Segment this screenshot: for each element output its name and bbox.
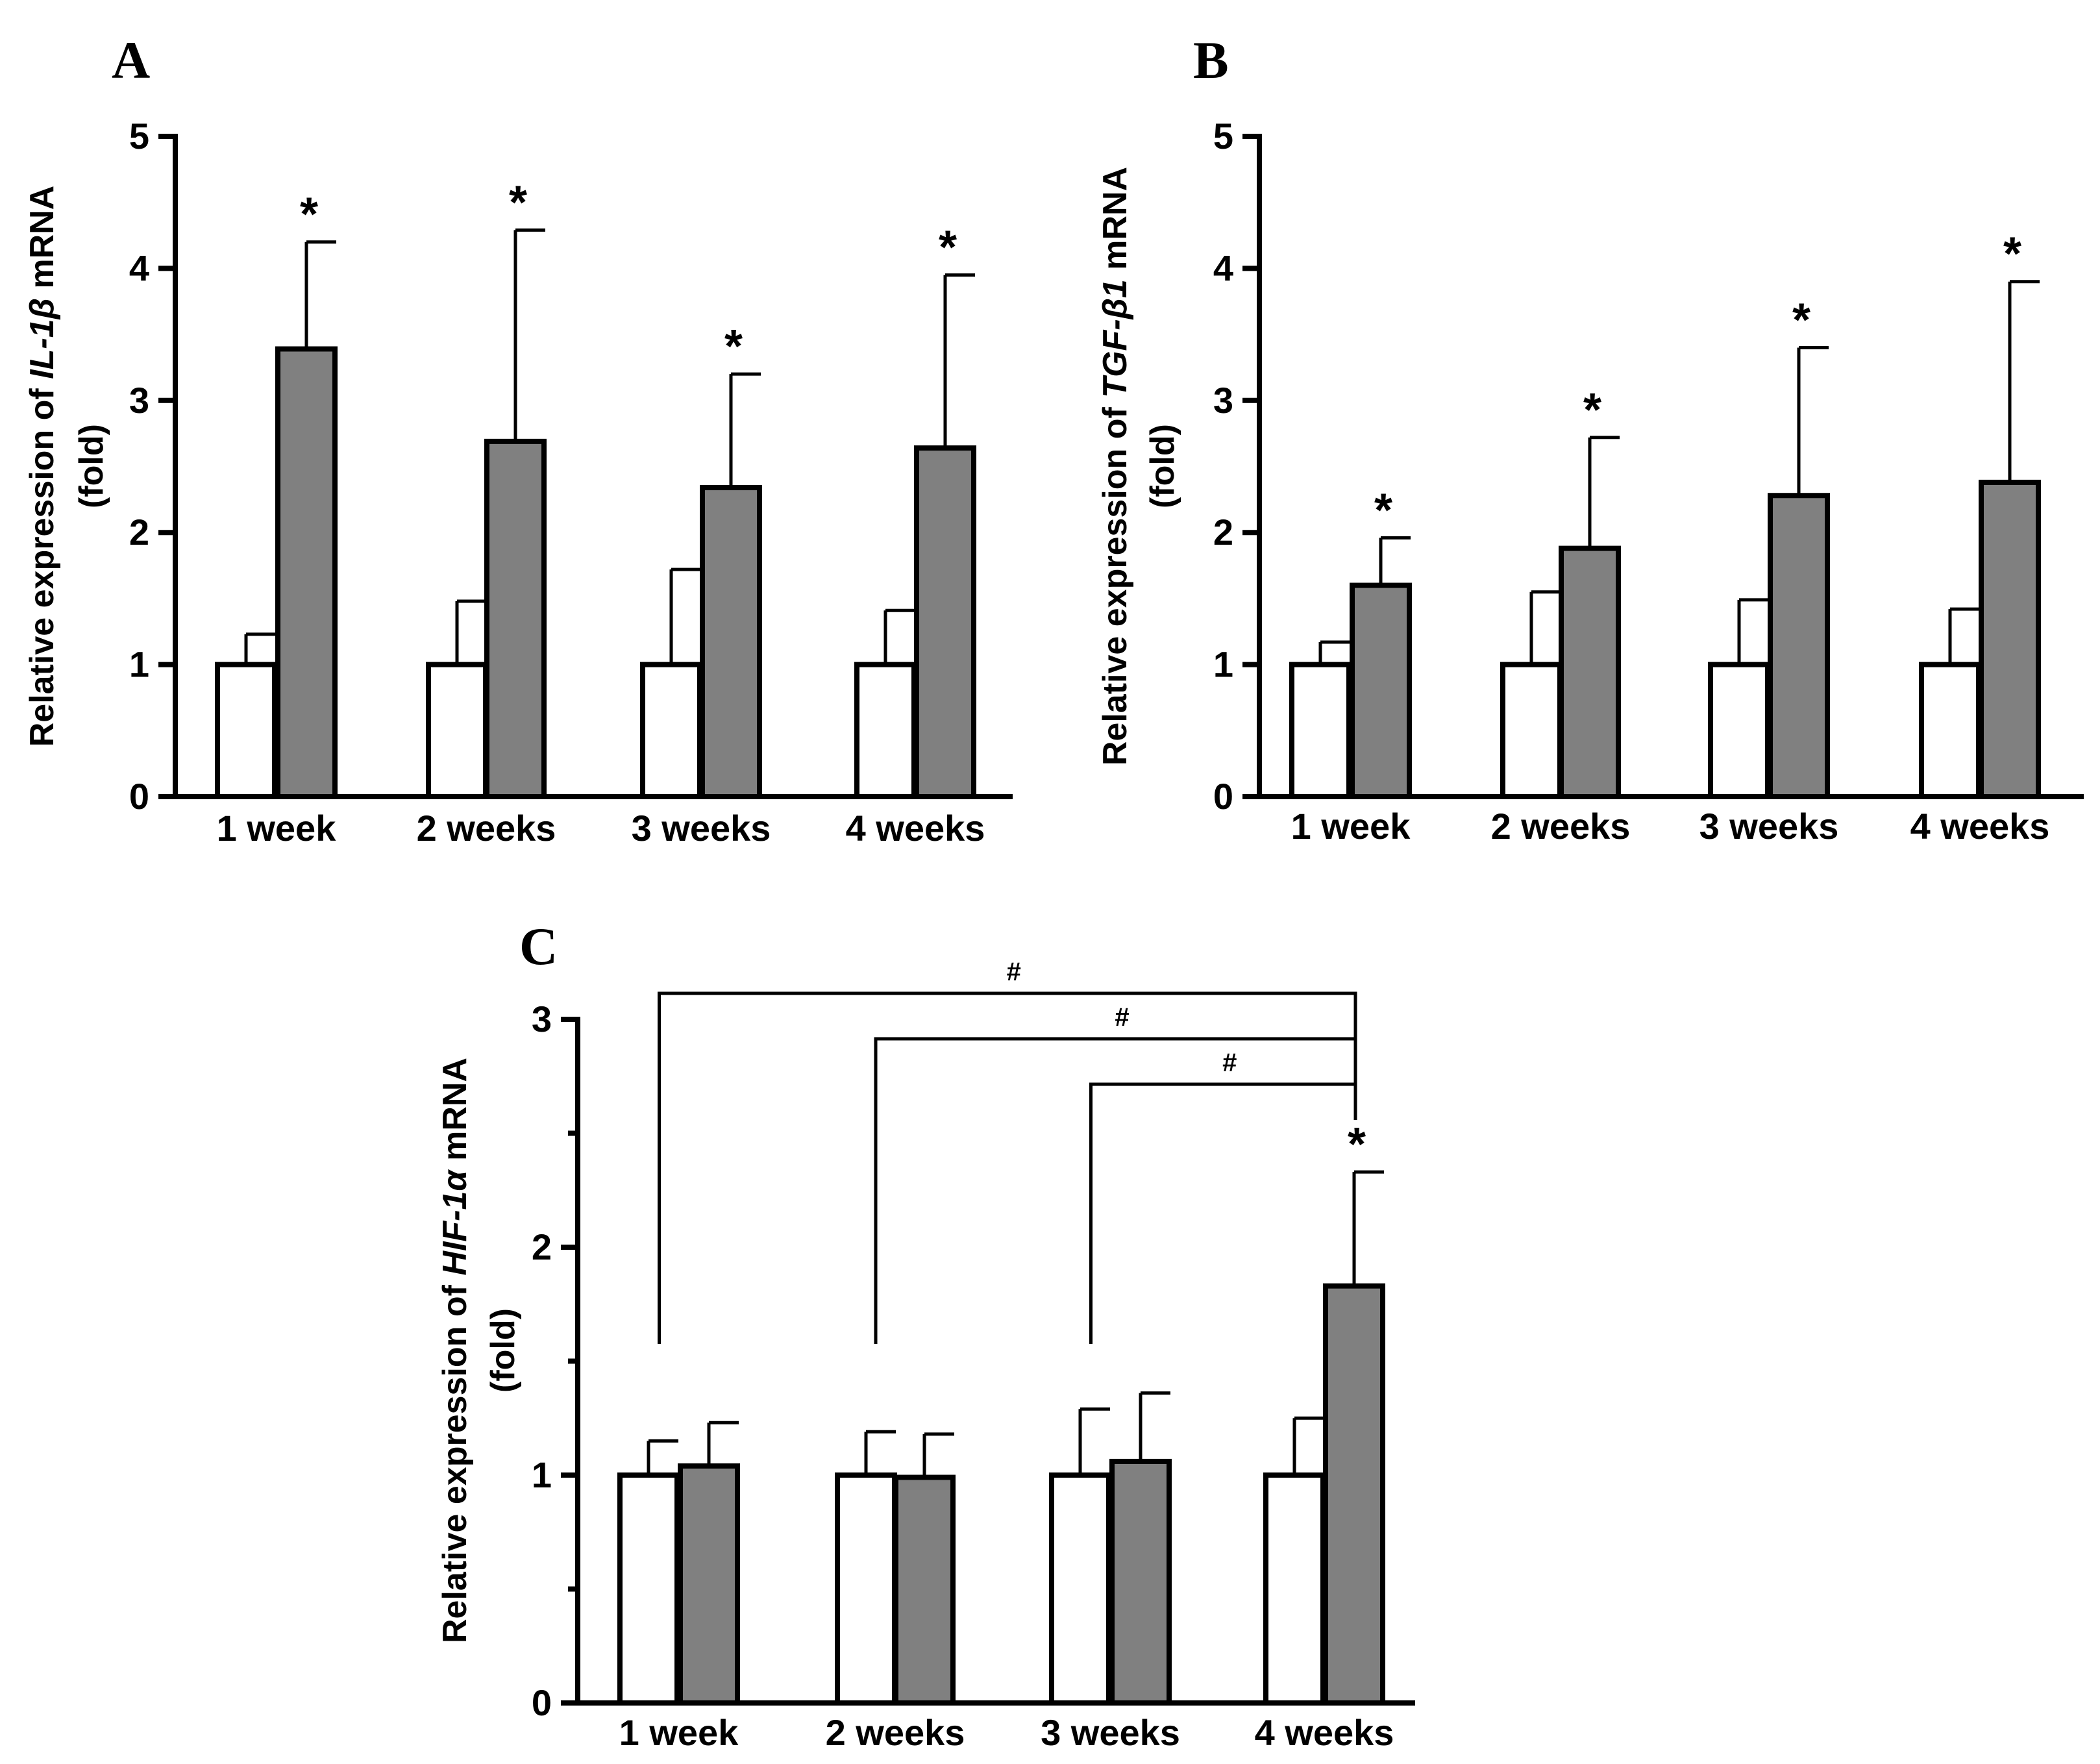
bar	[1919, 662, 1981, 799]
comparison-bracket	[1089, 1082, 1357, 1344]
y-tick-label: 3	[129, 380, 149, 421]
y-tick-label: 2	[532, 1226, 552, 1267]
y-axis-label-unit: (fold)	[1144, 424, 1181, 508]
y-tick-label: 0	[1213, 776, 1233, 817]
bar	[426, 662, 488, 799]
x-tick-label: 3 weeks	[632, 808, 771, 849]
y-tick-label: 1	[532, 1454, 552, 1495]
comparison-label: #	[1007, 958, 1021, 986]
panel-a: A 0 1 2 3 4 5 Relative expression of IL-1β mRNA…	[23, 31, 1013, 849]
x-tick-label: 2 weeks	[1491, 806, 1631, 847]
significance-star: *	[939, 222, 957, 274]
y-tick-label: 4	[1213, 247, 1233, 288]
bar	[1559, 545, 1621, 799]
comparison-bracket	[874, 1037, 1357, 1344]
bar	[893, 1474, 956, 1706]
bar	[1049, 1472, 1111, 1706]
y-tick-label: 1	[129, 644, 149, 685]
y-axis-label: Relative expression of HIF-1α mRNA	[436, 1058, 474, 1643]
bar	[854, 662, 917, 799]
bar	[1350, 582, 1412, 799]
bar	[678, 1463, 740, 1706]
y-axis-label: Relative expression of TGF-β1 mRNA	[1096, 167, 1134, 765]
x-tick-label: 4 weeks	[846, 808, 985, 849]
bar	[700, 485, 762, 799]
bar	[1979, 479, 2041, 800]
y-tick-label: 5	[1213, 116, 1233, 156]
y-tick-label: 2	[1213, 512, 1233, 553]
x-tick-label: 1 week	[619, 1712, 739, 1753]
y-tick-label: 1	[1213, 644, 1233, 685]
x-tick-label: 2 weeks	[417, 808, 556, 849]
y-tick-label: 3	[532, 999, 552, 1039]
bar	[1263, 1472, 1326, 1706]
y-tick-label: 2	[129, 512, 149, 553]
x-tick-label: 4 weeks	[1910, 806, 2050, 847]
y-tick-label: 0	[532, 1682, 552, 1723]
panel-letter: A	[112, 31, 150, 90]
panel-b: B 0 1 2 3 4 5 Relative expression of TGF-β1 mRN…	[1096, 31, 2084, 847]
comparison-label: #	[1115, 1003, 1129, 1032]
y-axis-label-unit: (fold)	[484, 1308, 522, 1393]
panel-letter: C	[519, 917, 558, 976]
x-tick-label: 3 weeks	[1041, 1712, 1180, 1753]
panel-c: C 0 1 2 3 Relative expression of HIF-1α mRNA (…	[436, 917, 1415, 1753]
bar	[1708, 662, 1770, 799]
comparison-label: #	[1222, 1049, 1237, 1077]
x-tick-label: 2 weeks	[826, 1712, 965, 1753]
y-tick-label: 3	[1213, 380, 1233, 421]
bar	[617, 1472, 680, 1706]
y-tick-label: 0	[129, 776, 149, 817]
bar	[215, 662, 277, 799]
bar	[1768, 493, 1830, 799]
bar	[640, 662, 702, 799]
bar	[1289, 662, 1352, 799]
bar	[835, 1472, 897, 1706]
bar	[275, 346, 338, 799]
bar	[914, 445, 976, 799]
significance-star: *	[509, 177, 527, 229]
significance-star: *	[1792, 294, 1810, 346]
bar	[1500, 662, 1563, 799]
y-tick-label: 4	[129, 247, 149, 288]
x-tick-label: 3 weeks	[1699, 806, 1839, 847]
significance-star: *	[2003, 229, 2021, 280]
bar	[1109, 1458, 1172, 1706]
bar	[484, 438, 547, 799]
significance-star: *	[300, 189, 318, 241]
significance-star: *	[1374, 484, 1392, 536]
y-axis-label: Relative expression of IL-1β mRNA	[23, 186, 61, 747]
x-tick-label: 4 weeks	[1255, 1712, 1394, 1753]
y-tick-label: 5	[129, 116, 149, 156]
x-tick-label: 1 week	[1291, 806, 1411, 847]
significance-star: *	[1348, 1119, 1366, 1171]
x-tick-label: 1 week	[217, 808, 337, 849]
comparison-bracket	[658, 991, 1357, 1344]
significance-star: *	[1583, 384, 1601, 436]
y-axis-label-unit: (fold)	[73, 424, 110, 508]
significance-star: *	[724, 321, 743, 373]
panel-letter: B	[1193, 31, 1229, 90]
bar	[1323, 1283, 1385, 1706]
